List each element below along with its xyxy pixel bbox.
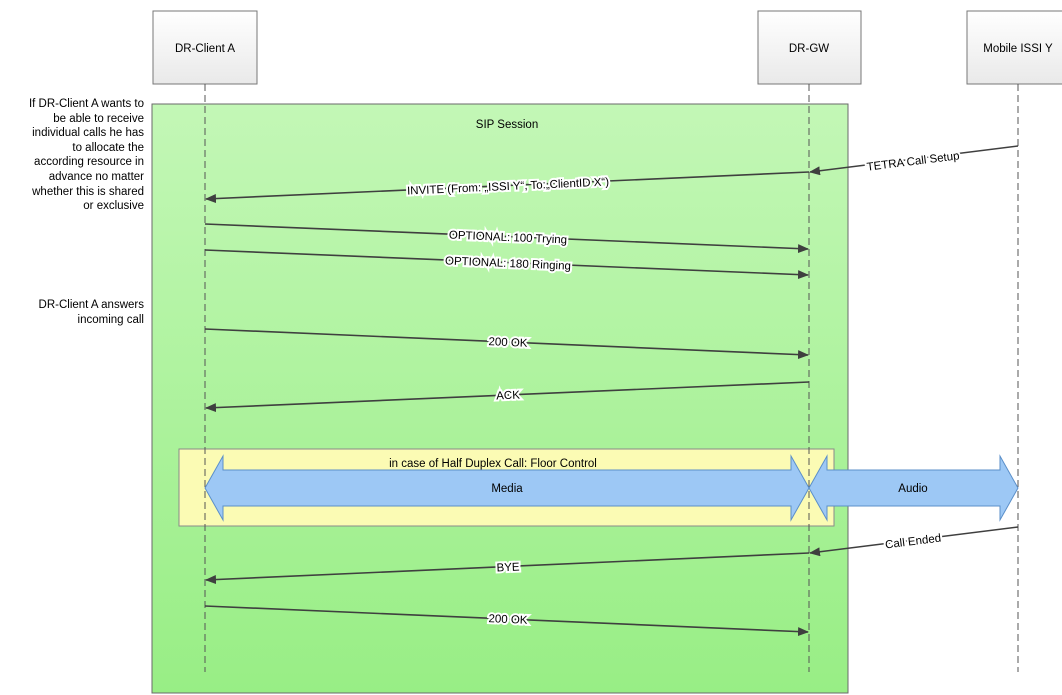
message-ack: ACK <box>205 381 810 413</box>
participant-label: DR-Client A <box>175 43 235 55</box>
participant-label: Mobile ISSI Y <box>983 43 1053 55</box>
sip-session-label: SIP Session <box>476 119 538 131</box>
audio-label: Audio <box>898 483 927 495</box>
message-200-ok: 200 OK <box>204 328 809 360</box>
audio-arrow: Audio <box>808 454 1019 522</box>
message-label: 200 OK <box>488 336 528 350</box>
message-label: TETRA Call Setup <box>866 150 960 173</box>
message-label: 200 OK <box>488 613 528 627</box>
participant-mobile-issi-y: Mobile ISSI Y <box>966 10 1062 85</box>
media-label: Media <box>491 483 523 495</box>
message-label: BYE <box>496 561 520 574</box>
note-answers-call: DR-Client A answers incoming call <box>38 299 144 326</box>
participant-label: DR-GW <box>789 43 829 55</box>
message-label: ACK <box>496 389 520 402</box>
message-bye: BYE <box>205 552 810 585</box>
floor-control-label: in case of Half Duplex Call: Floor Contr… <box>389 458 597 470</box>
message-100-trying: OPTIONAL: 100 Trying <box>204 223 809 254</box>
message-200-ok-final: 200 OK <box>204 605 809 637</box>
sip-session-region <box>151 103 849 694</box>
participant-dr-client-a: DR-Client A <box>152 10 258 85</box>
note-resource-allocation: If DR-Client A wants to be able to recei… <box>28 98 144 213</box>
message-label: Call Ended <box>884 533 941 552</box>
participant-dr-gw: DR-GW <box>757 10 862 85</box>
